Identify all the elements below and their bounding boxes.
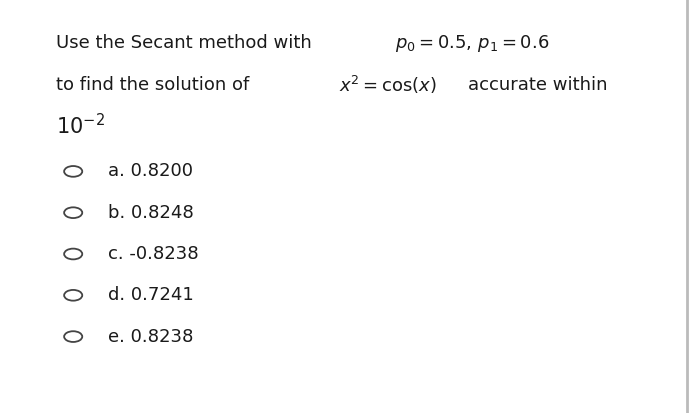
Text: accurate within: accurate within [468,76,608,94]
Text: d. 0.7241: d. 0.7241 [108,286,194,304]
Text: b. 0.8248: b. 0.8248 [108,204,194,222]
Text: $x^2=\cos(x)$: $x^2=\cos(x)$ [339,74,438,96]
Text: Use the Secant method with: Use the Secant method with [56,34,317,52]
Text: e. 0.8238: e. 0.8238 [108,328,193,346]
Text: c. -0.8238: c. -0.8238 [108,245,199,263]
Text: a. 0.8200: a. 0.8200 [108,162,193,180]
Text: to find the solution of: to find the solution of [56,76,255,94]
Text: $p_0=0.5,\, p_1=0.6$: $p_0=0.5,\, p_1=0.6$ [395,33,549,54]
Text: $10^{-2}$: $10^{-2}$ [56,113,105,139]
